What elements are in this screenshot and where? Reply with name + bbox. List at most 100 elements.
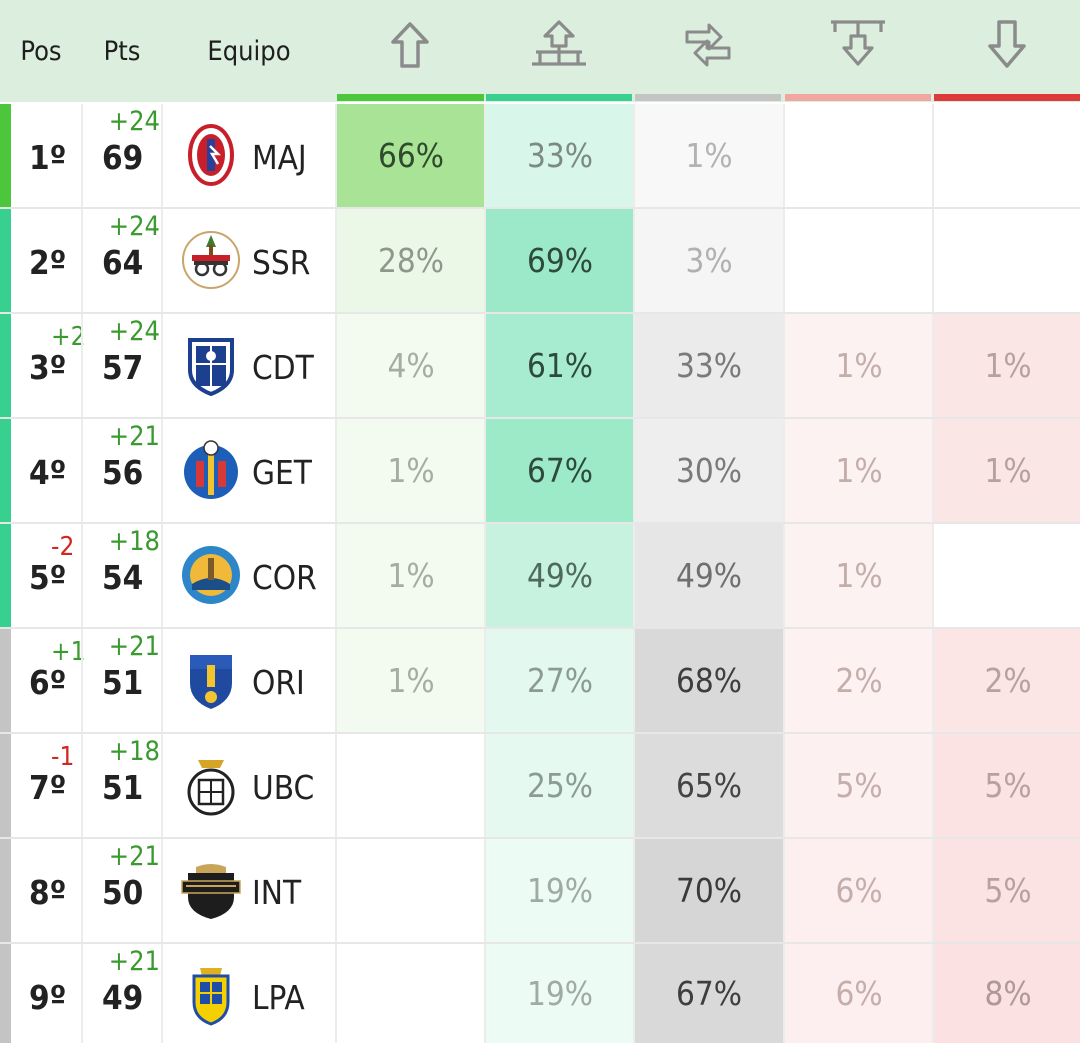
position-stripe	[0, 734, 11, 837]
balompedica-crest-icon	[187, 760, 235, 816]
team-abbr: LPA	[252, 978, 305, 1017]
getafe-crest-icon	[184, 440, 238, 499]
playoff-pct: 25%	[486, 734, 634, 837]
pos-value: 8º	[29, 873, 67, 912]
team-cell[interactable]: LPA	[162, 944, 336, 1043]
pos-cell: -2 5º	[11, 524, 82, 627]
pos-value: 9º	[29, 978, 67, 1017]
pts-value: 56	[102, 453, 144, 492]
pts-change: +21	[108, 421, 160, 452]
relegation-pct: 2%	[934, 629, 1080, 732]
playoff-pct: 19%	[486, 839, 634, 942]
position-stripe	[0, 314, 11, 417]
table-row[interactable]: 9º +21 49 LPA 19% 67% 6% 8%	[0, 944, 1080, 1043]
row-divider	[0, 942, 1080, 944]
pts-cell: +24 57	[82, 314, 162, 417]
pts-change: +24	[108, 316, 160, 347]
relegation-pct: 1%	[934, 314, 1080, 417]
row-divider	[0, 627, 1080, 629]
playoff-pct: 27%	[486, 629, 634, 732]
table-row[interactable]: 2º +24 64 SSR 28% 69% 3%	[0, 209, 1080, 312]
team-cell[interactable]: COR	[162, 524, 336, 627]
position-stripe	[0, 524, 11, 627]
relegation-playoff-pct: 1%	[785, 524, 933, 627]
arrow-up-icon[interactable]	[336, 18, 484, 72]
laspalmas-crest-icon	[192, 968, 230, 1026]
position-stripe	[0, 629, 11, 732]
playoff-pct: 33%	[486, 104, 634, 207]
team-abbr: ORI	[252, 663, 305, 702]
team-abbr: INT	[252, 873, 302, 912]
team-cell[interactable]: SSR	[162, 209, 336, 312]
arrow-down-icon[interactable]	[933, 18, 1080, 72]
table-header: Pos Pts Equipo	[0, 0, 1080, 102]
pts-value: 57	[102, 348, 144, 387]
team-cell[interactable]: ORI	[162, 629, 336, 732]
team-cell[interactable]: GET	[162, 419, 336, 522]
playoff-pct: 19%	[486, 944, 634, 1043]
pos-cell: 4º	[11, 419, 82, 522]
pos-change: +1	[51, 637, 86, 667]
pts-value: 49	[102, 978, 144, 1017]
relegation-pct: 1%	[934, 419, 1080, 522]
pts-change: +21	[108, 946, 160, 977]
pts-value: 51	[102, 663, 144, 702]
relegation-playoff-pct: 1%	[785, 314, 933, 417]
row-divider	[0, 312, 1080, 314]
table-row[interactable]: +2 3º +24 57 CDT 4% 61% 33% 1% 1%	[0, 314, 1080, 417]
playoff-up-icon[interactable]	[485, 18, 633, 72]
promotion-pct: 1%	[337, 419, 485, 522]
table-row[interactable]: 8º +21 50 INT 19% 70% 6% 5%	[0, 839, 1080, 942]
team-cell[interactable]: CDT	[162, 314, 336, 417]
team-abbr: GET	[252, 453, 312, 492]
position-stripe	[0, 839, 11, 942]
relegation-pct: 5%	[934, 734, 1080, 837]
pos-change: -2	[51, 532, 75, 562]
pos-cell: 1º	[11, 104, 82, 207]
promotion-pct: 1%	[337, 629, 485, 732]
relegation-playoff-pct: 6%	[785, 944, 933, 1043]
table-row[interactable]: +1 6º +21 51 ORI 1% 27% 68% 2% 2%	[0, 629, 1080, 732]
table-row[interactable]: -1 7º +18 51 UBC 25% 65% 5% 5%	[0, 734, 1080, 837]
pos-change: +2	[51, 322, 86, 352]
stay-pct: 30%	[635, 419, 783, 522]
row-divider	[0, 417, 1080, 419]
table-row[interactable]: 1º +24 69 MAJ 66% 33% 1%	[0, 104, 1080, 207]
playoff-down-icon[interactable]	[784, 18, 932, 72]
stay-pct: 3%	[635, 209, 783, 312]
table-row[interactable]: 4º +21 56 GET 1% 67% 30% 1% 1%	[0, 419, 1080, 522]
pts-change: +24	[108, 211, 160, 242]
pts-value: 50	[102, 873, 144, 912]
pts-change: +21	[108, 631, 160, 662]
playoff-pct: 49%	[486, 524, 634, 627]
tenerife-crest-icon	[188, 338, 234, 396]
team-cell[interactable]: MAJ	[162, 104, 336, 207]
team-cell[interactable]: INT	[162, 839, 336, 942]
row-divider	[0, 732, 1080, 734]
row-divider	[0, 207, 1080, 209]
pts-change: +24	[108, 106, 160, 137]
playoff-pct: 61%	[486, 314, 634, 417]
swap-icon[interactable]	[634, 18, 782, 72]
pts-change: +18	[108, 526, 160, 557]
pts-cell: +21 49	[82, 944, 162, 1043]
relegation-pct	[934, 524, 1080, 627]
team-cell[interactable]: UBC	[162, 734, 336, 837]
relegation-playoff-pct	[785, 209, 933, 312]
promotion-pct: 66%	[337, 104, 485, 207]
pos-value: 2º	[29, 243, 67, 282]
relegation-playoff-pct: 1%	[785, 419, 933, 522]
table-row[interactable]: -2 5º +18 54 COR 1% 49% 49% 1%	[0, 524, 1080, 627]
promotion-pct	[337, 944, 485, 1043]
relegation-playoff-pct: 6%	[785, 839, 933, 942]
pts-cell: +24 64	[82, 209, 162, 312]
team-abbr: CDT	[252, 348, 314, 387]
pos-value: 5º	[29, 558, 67, 597]
pos-value: 3º	[29, 348, 67, 387]
promotion-bar	[337, 94, 484, 101]
playoff-bar	[486, 94, 632, 101]
promotion-pct: 4%	[337, 314, 485, 417]
relegation-pct: 8%	[934, 944, 1080, 1043]
team-abbr: MAJ	[252, 138, 307, 177]
